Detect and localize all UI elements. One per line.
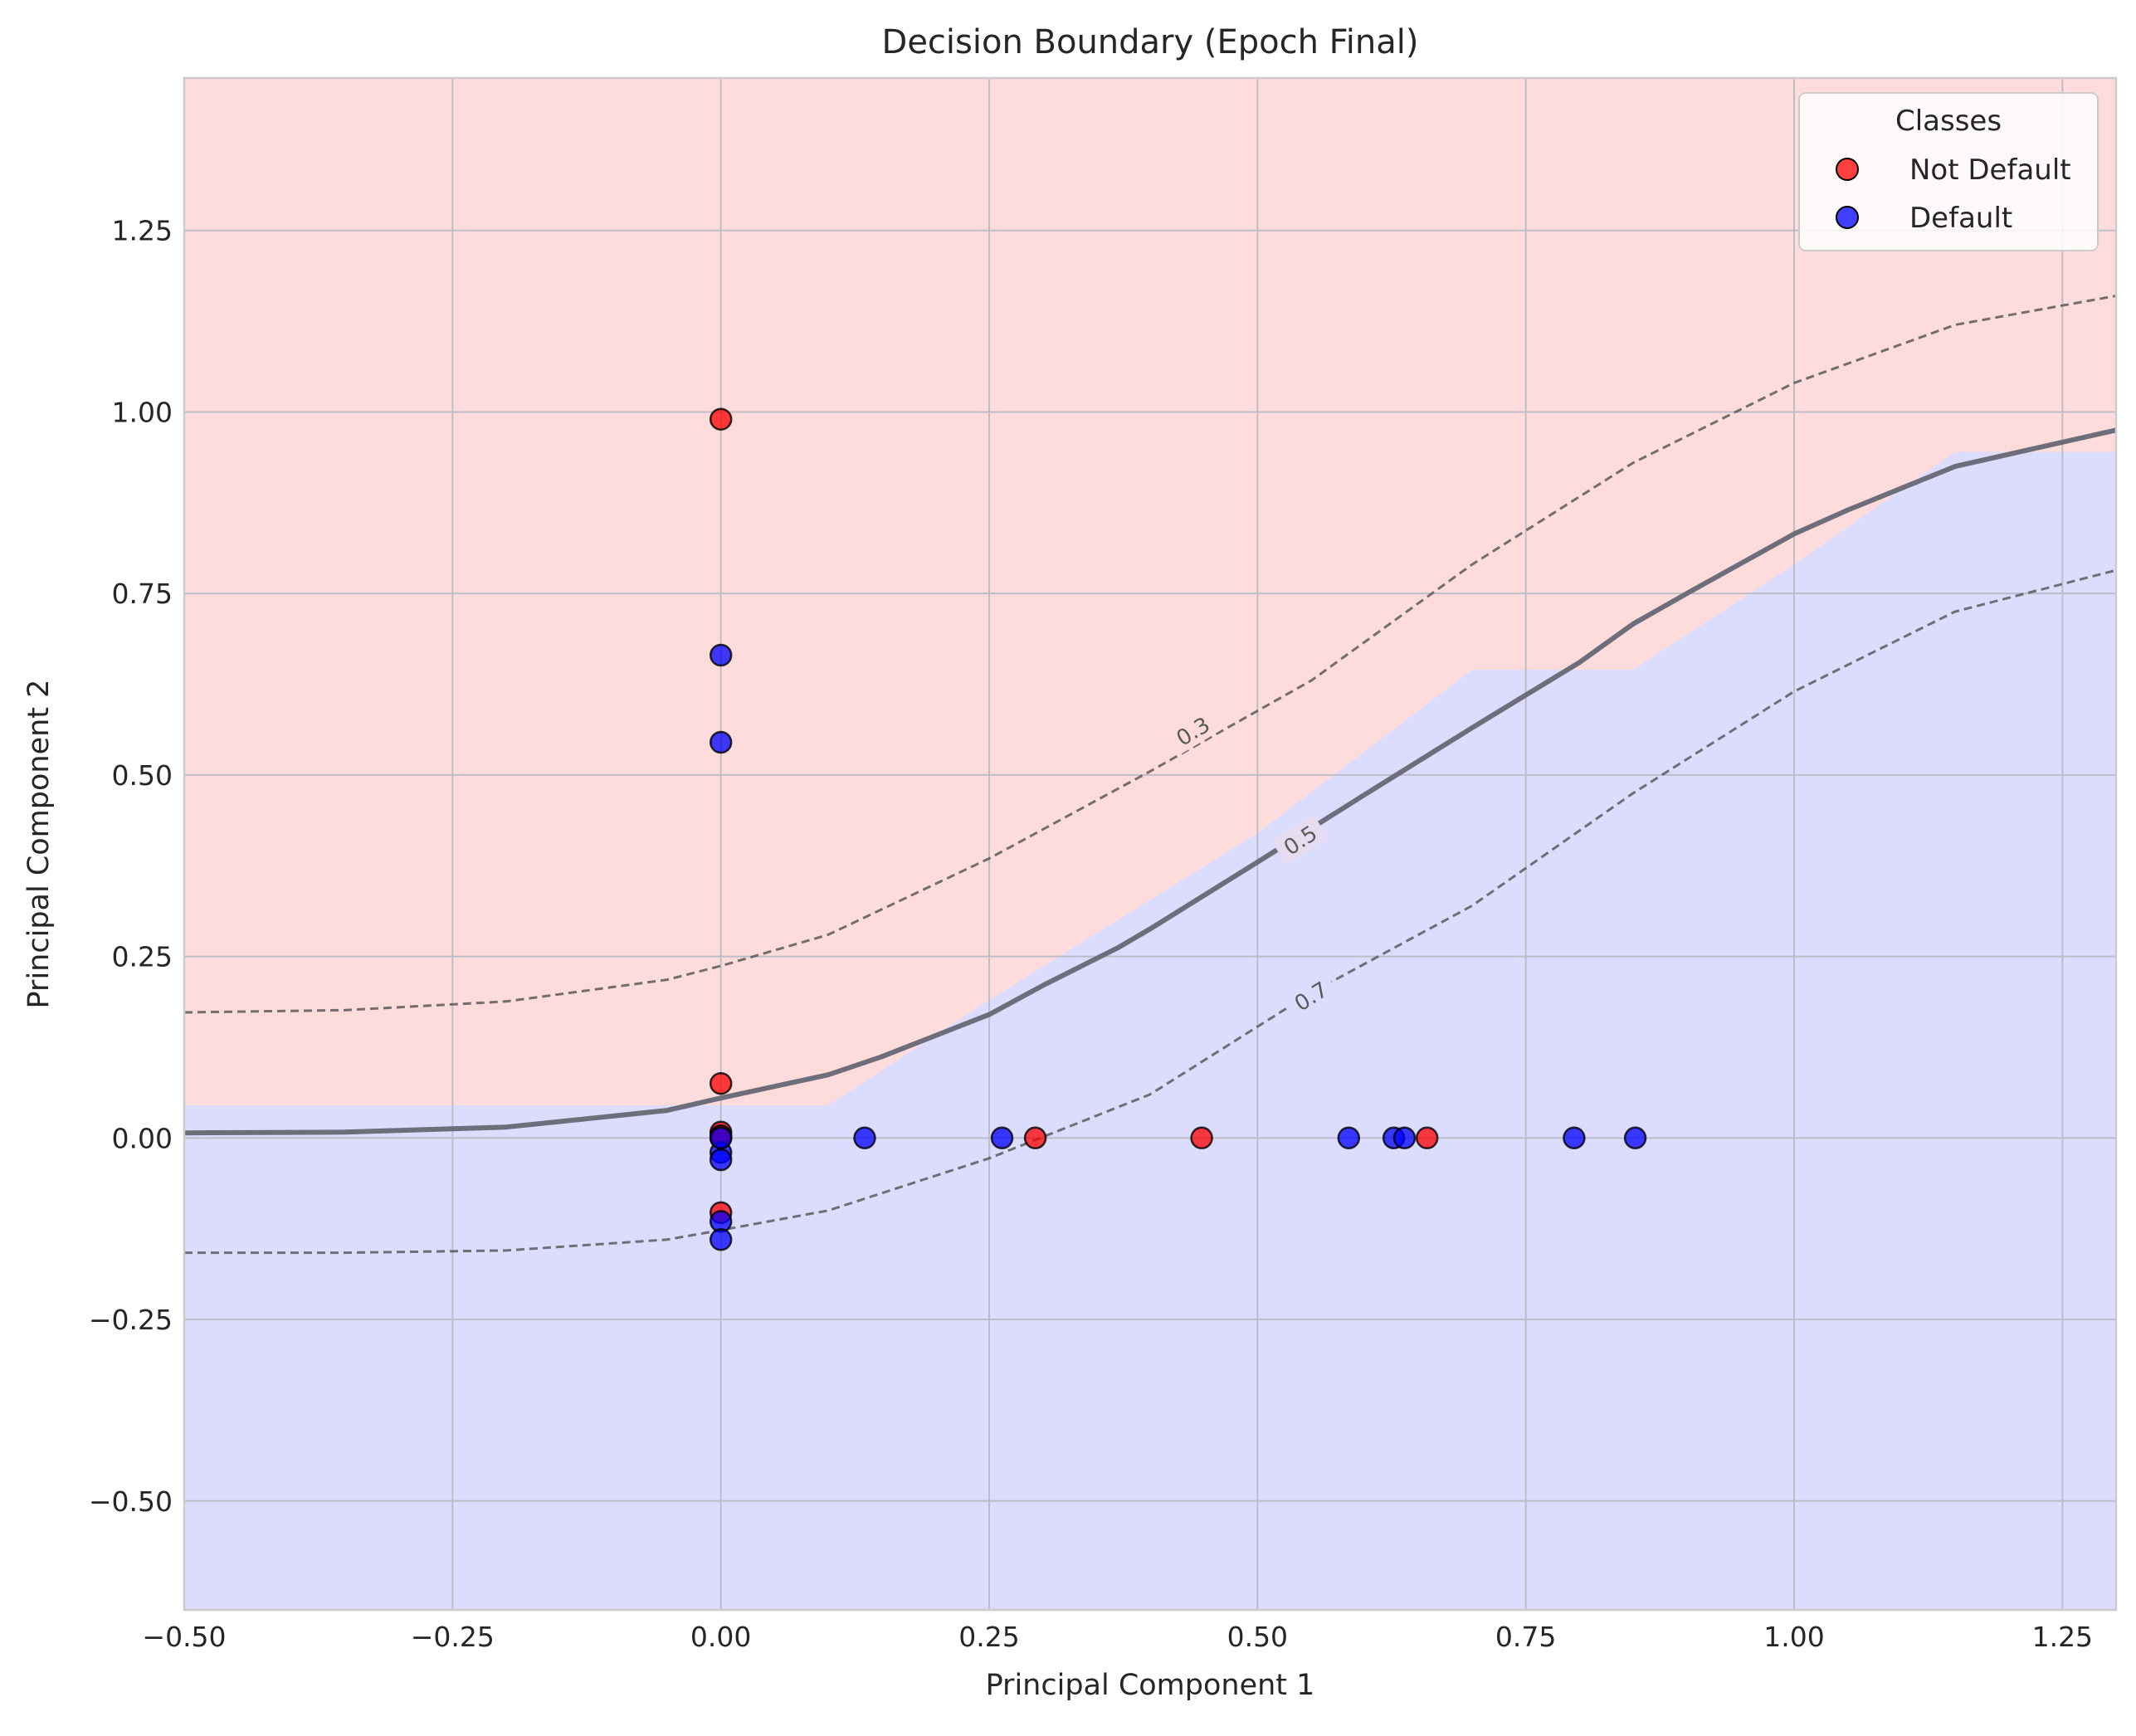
- point-default: [709, 730, 733, 754]
- point-default: [1563, 1126, 1586, 1150]
- y-tick-label: 0.50: [112, 759, 173, 792]
- y-tick-label: −0.25: [89, 1304, 173, 1336]
- point-not-default: [1190, 1126, 1213, 1150]
- y-tick-label: 1.00: [112, 396, 173, 428]
- y-tick-label: −0.50: [89, 1485, 173, 1518]
- point-not-default: [1415, 1126, 1439, 1150]
- point-default: [709, 1148, 733, 1172]
- y-axis-label: Principal Component 2: [22, 680, 56, 1009]
- x-tick-label: 1.25: [2032, 1621, 2093, 1653]
- contour-label-gap: [1282, 970, 1339, 1022]
- point-not-default: [709, 1071, 733, 1095]
- x-tick-label: −0.25: [411, 1621, 495, 1653]
- point-not-default: [1023, 1126, 1047, 1150]
- decision-boundary-line: [184, 427, 2116, 1136]
- chart-title: Decision Boundary (Epoch Final): [882, 23, 1419, 61]
- contour-line-0.7: [184, 568, 2116, 1255]
- contour-label-gap: [1271, 814, 1329, 866]
- y-tick-label: 1.25: [112, 215, 173, 247]
- legend: Classes Not Default Default: [1798, 92, 2099, 251]
- point-default: [709, 1228, 733, 1251]
- point-not-default: [709, 407, 733, 431]
- x-tick-label: 0.50: [1227, 1621, 1288, 1653]
- x-tick-label: 0.00: [690, 1621, 751, 1653]
- y-tick-label: 0.00: [112, 1122, 173, 1154]
- y-tick-label: 0.25: [112, 941, 173, 973]
- x-axis-label: Principal Component 1: [986, 1669, 1315, 1702]
- legend-label-not-default: Not Default: [1909, 154, 2071, 187]
- default-region: [184, 451, 2116, 1610]
- point-default: [709, 643, 733, 667]
- y-tick-label: 0.75: [112, 578, 173, 610]
- point-default: [1392, 1126, 1417, 1150]
- legend-box: [1798, 92, 2099, 251]
- legend-label-default: Default: [1909, 202, 2012, 235]
- legend-marker-default: [1836, 206, 1859, 229]
- legend-title: Classes: [1895, 105, 2002, 138]
- point-default: [1623, 1126, 1647, 1150]
- contour-label-gap: [1163, 705, 1222, 756]
- x-axis-ticks: −0.50 −0.25 0.00 0.25 0.50 0.75 1.00 1.25: [142, 1621, 2093, 1653]
- grid: [184, 78, 2116, 1610]
- point-default: [709, 1126, 733, 1150]
- contour-labels: 0.30.50.7: [1163, 705, 1339, 1022]
- plot-frame: [183, 76, 2118, 1612]
- point-default: [853, 1126, 876, 1150]
- contour-lines: [184, 295, 2116, 1255]
- contour-line-0.3: [184, 295, 2116, 1014]
- x-tick-label: 0.75: [1495, 1621, 1556, 1653]
- x-tick-label: −0.50: [142, 1621, 226, 1653]
- data-points: [709, 407, 1647, 1251]
- point-default: [990, 1126, 1014, 1150]
- y-axis-ticks: −0.50 −0.25 0.00 0.25 0.50 0.75 1.00 1.25: [89, 215, 173, 1518]
- point-default: [1337, 1126, 1361, 1150]
- legend-marker-not-default: [1836, 158, 1859, 181]
- x-tick-label: 0.25: [958, 1621, 1019, 1653]
- x-tick-label: 1.00: [1763, 1621, 1824, 1653]
